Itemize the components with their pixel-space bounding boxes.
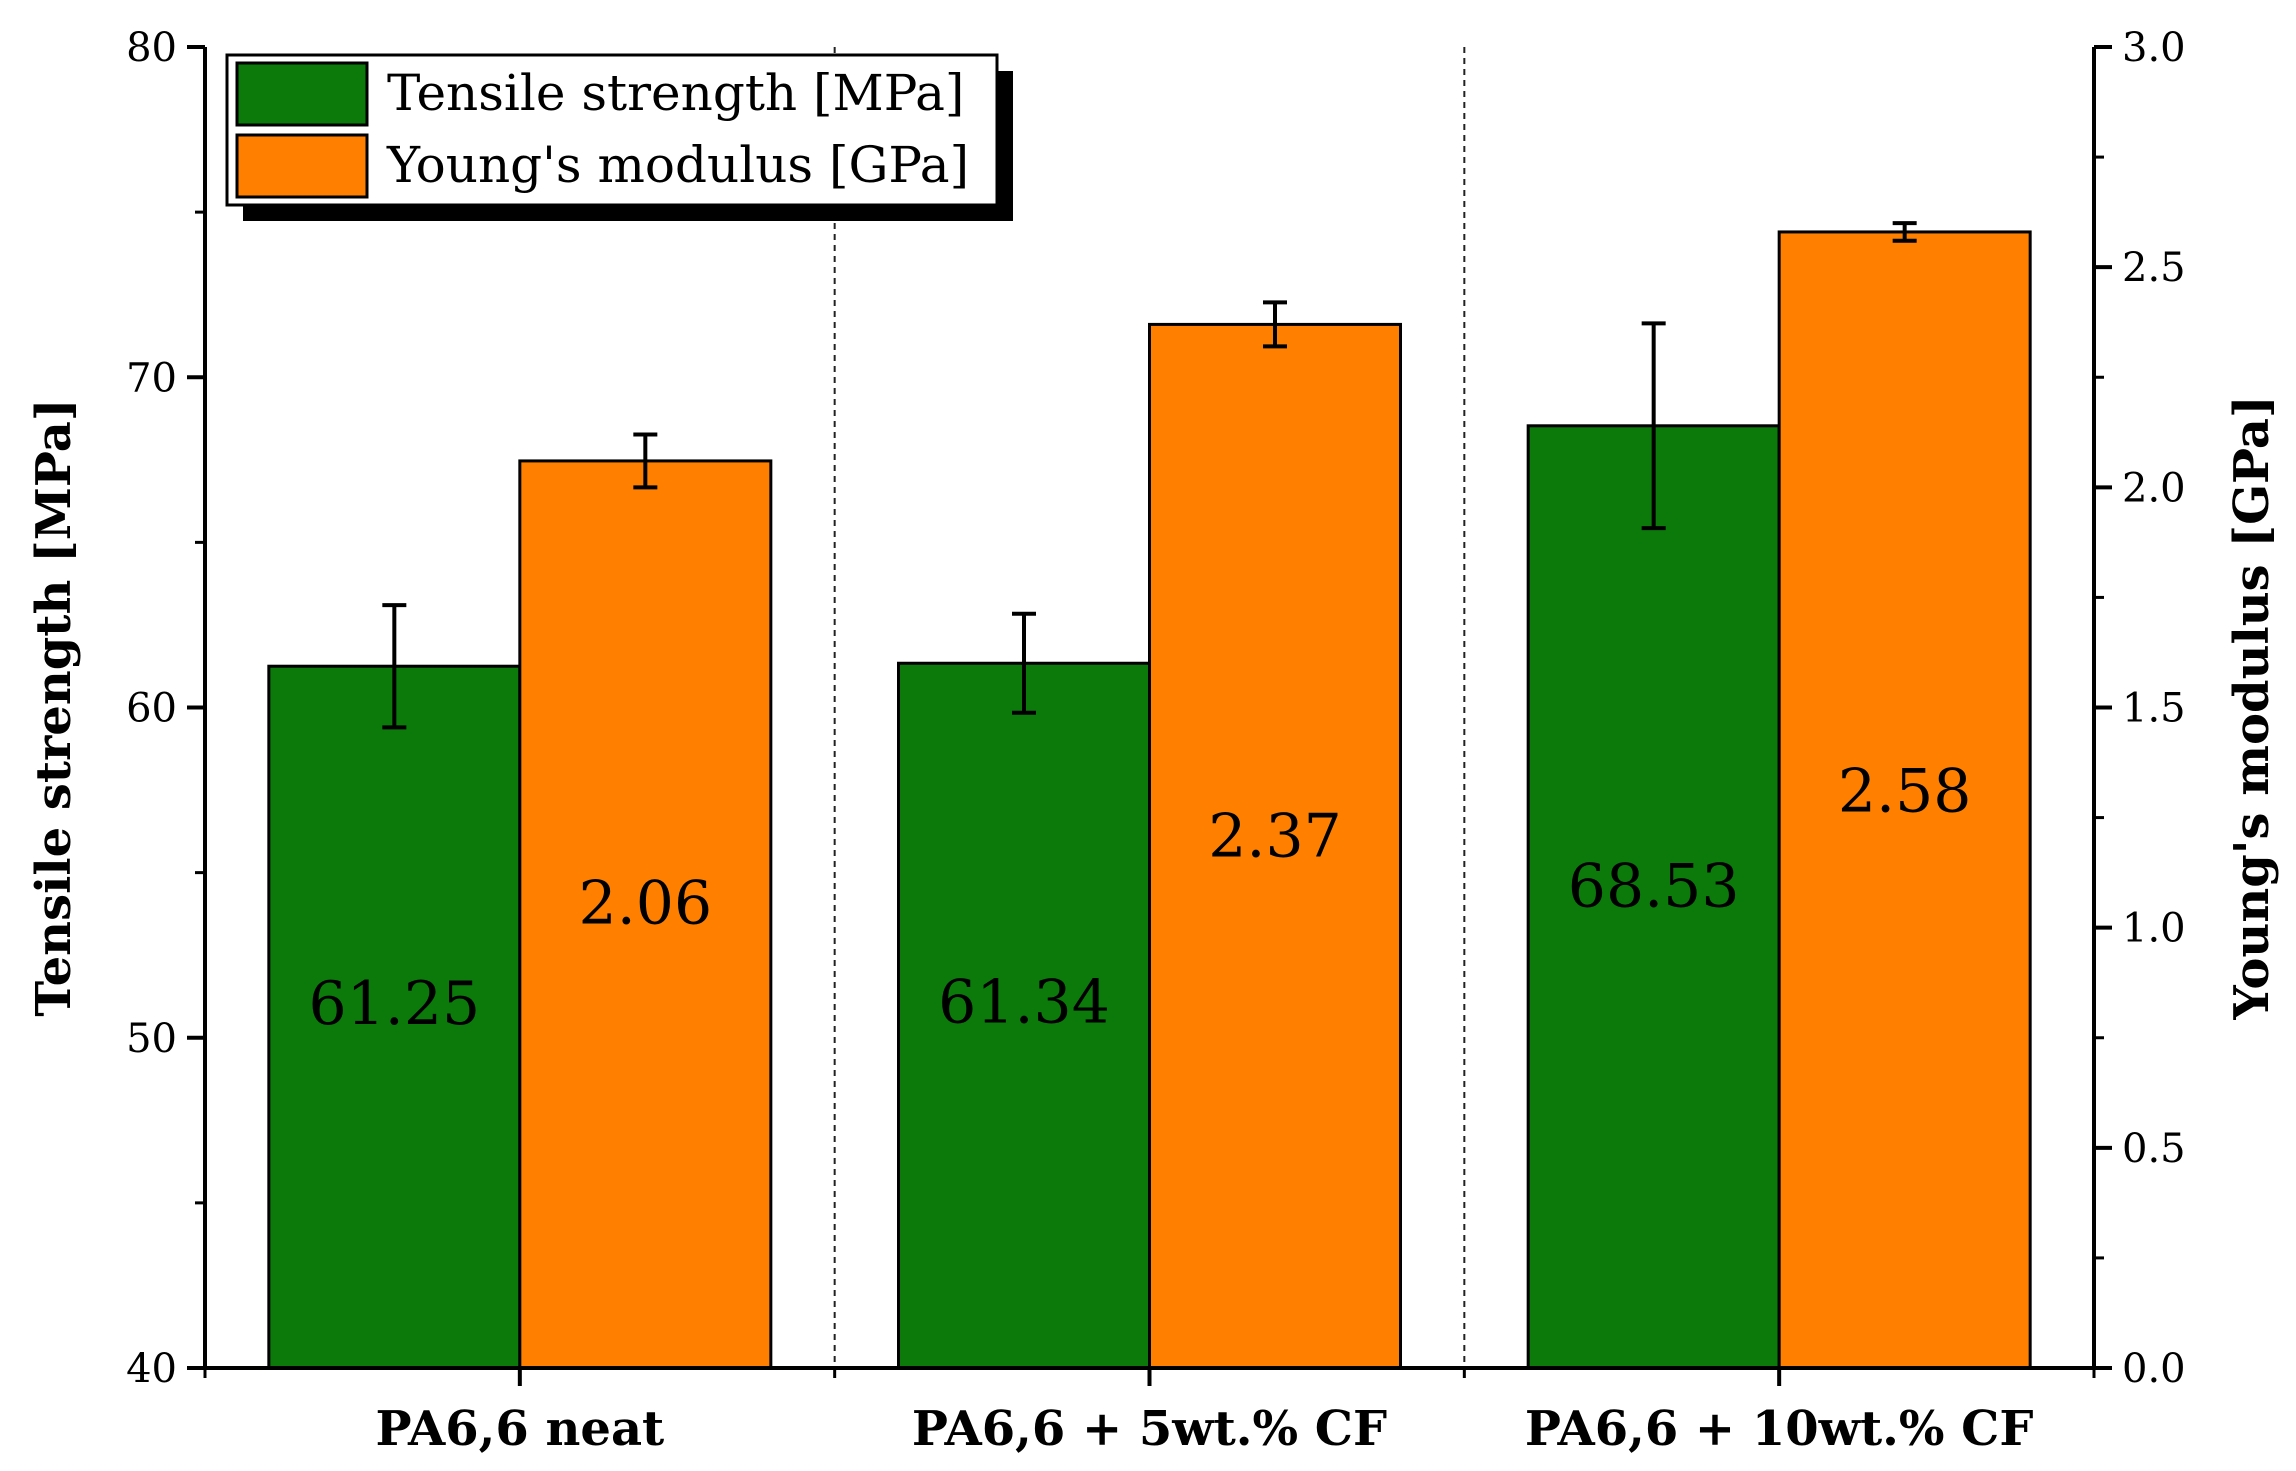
x-tick-label: PA6,6 + 10wt.% CF: [1525, 1401, 2034, 1457]
data-label: 61.34: [938, 968, 1110, 1038]
bar-tensile-strength: [897, 661, 1151, 1370]
bar-youngs-modulus: [1148, 322, 1402, 1370]
x-tick-label: PA6,6 neat: [375, 1401, 664, 1457]
bar-tensile-strength: [1526, 424, 1781, 1370]
legend-swatch-youngs-modulus: [235, 133, 369, 199]
axes: 40 50 60 70 80 0.0 0.5 1.0 1.5 2.0 2.5 3.0 PA6,6 nea…: [26, 25, 2280, 1457]
y-right-tick-label: 1.0: [2122, 906, 2186, 952]
data-label: 68.53: [1568, 851, 1740, 921]
y-right-tick-label: 0.5: [2122, 1126, 2186, 1172]
y-left-tick-label: 60: [126, 686, 177, 732]
y-right-tick-label: 1.5: [2122, 686, 2186, 732]
y-left-tick-label: 50: [126, 1016, 177, 1062]
y-left-tick-label: 40: [126, 1346, 177, 1392]
legend-swatch-tensile-strength: [235, 61, 369, 127]
group-separators: [833, 47, 1466, 1368]
y-right-tick-label: 2.5: [2122, 245, 2186, 291]
y-left-axis-title: Tensile strength [MPa]: [26, 398, 82, 1016]
bar-youngs-modulus: [1777, 230, 2032, 1370]
y-left-tick-label: 70: [126, 355, 177, 401]
data-label: 2.37: [1208, 802, 1342, 872]
data-label: 2.58: [1838, 756, 1972, 826]
y-right-tick-label: 0.0: [2122, 1346, 2186, 1392]
y-right-axis-title: Young's modulus [GPa]: [2224, 395, 2280, 1020]
bars: 61.25 2.06 61.34 2.37 68.53 2.58: [267, 221, 2032, 1370]
x-tick-label: PA6,6 + 5wt.% CF: [912, 1401, 1387, 1457]
data-label: 61.25: [308, 969, 480, 1039]
legend-label: Young's modulus [GPa]: [386, 136, 969, 194]
legend: Tensile strength [MPa] Young's modulus [G…: [225, 53, 1013, 221]
y-right-tick-label: 2.0: [2122, 465, 2186, 511]
legend-label: Tensile strength [MPa]: [387, 64, 964, 122]
data-label: 2.06: [579, 869, 713, 939]
y-right-tick-label: 3.0: [2122, 25, 2186, 71]
y-left-tick-label: 80: [126, 25, 177, 71]
bar-tensile-strength: [267, 664, 522, 1370]
